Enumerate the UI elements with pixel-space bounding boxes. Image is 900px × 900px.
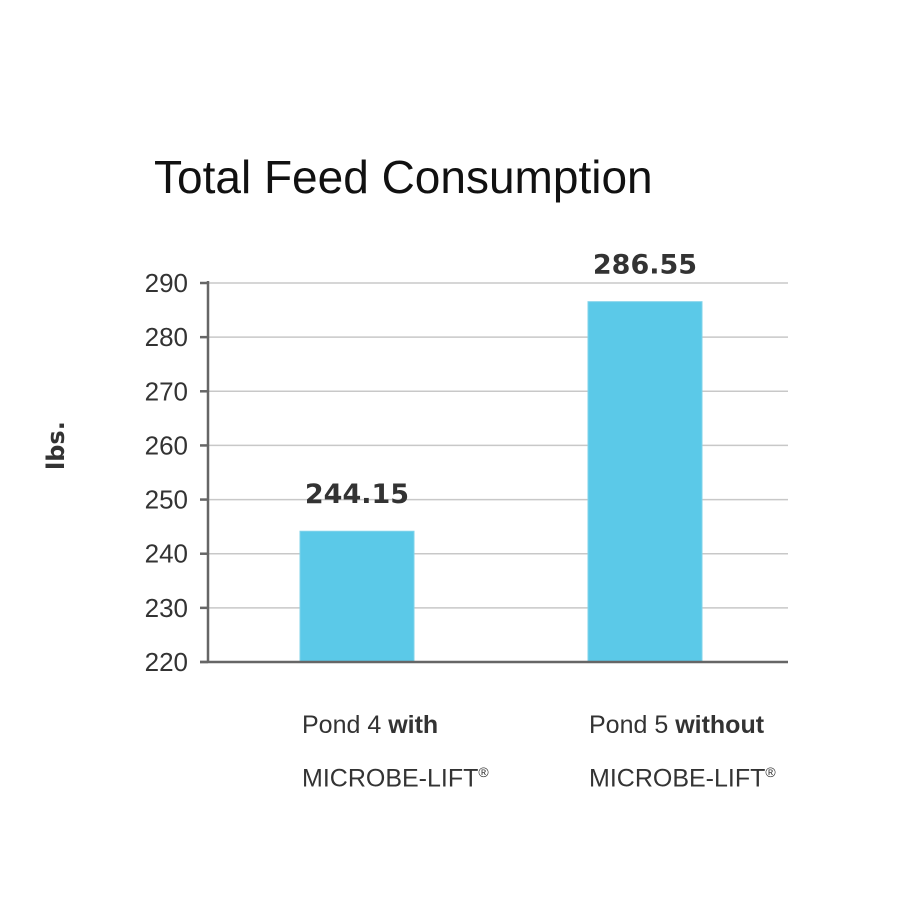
y-tick-label: 280 <box>145 322 188 352</box>
data-label: 286.55 <box>593 250 697 281</box>
y-tick-label: 220 <box>145 647 188 677</box>
x-label-0-brand: MICROBE-LIFT <box>302 764 479 793</box>
y-tick-label: 290 <box>145 268 188 298</box>
y-tick-label: 250 <box>145 485 188 515</box>
x-label-0-line2: MICROBE-LIFT® <box>302 764 489 793</box>
x-label-0-prefix: Pond 4 <box>302 711 389 739</box>
x-label-1-brand: MICROBE-LIFT <box>589 764 766 793</box>
x-label-1-registered: ® <box>765 764 776 780</box>
bar <box>587 301 703 663</box>
x-label-1-bold: without <box>675 711 765 739</box>
x-label-0-line1: Pond 4 with <box>302 711 438 740</box>
x-label-1-line2: MICROBE-LIFT® <box>589 764 776 793</box>
y-tick-label: 240 <box>145 539 188 569</box>
chart-title: Total Feed Consumption <box>154 151 653 203</box>
x-label-1-line1: Pond 5 without <box>589 711 764 740</box>
y-tick-label: 270 <box>145 376 188 406</box>
x-label-1-prefix: Pond 5 <box>589 711 676 739</box>
data-label: 244.15 <box>305 479 409 510</box>
x-label-0-bold: with <box>388 711 439 739</box>
bar <box>299 530 415 663</box>
y-tick-label: 230 <box>145 593 188 623</box>
y-tick-label: 260 <box>145 430 188 460</box>
x-label-0-registered: ® <box>478 764 489 780</box>
